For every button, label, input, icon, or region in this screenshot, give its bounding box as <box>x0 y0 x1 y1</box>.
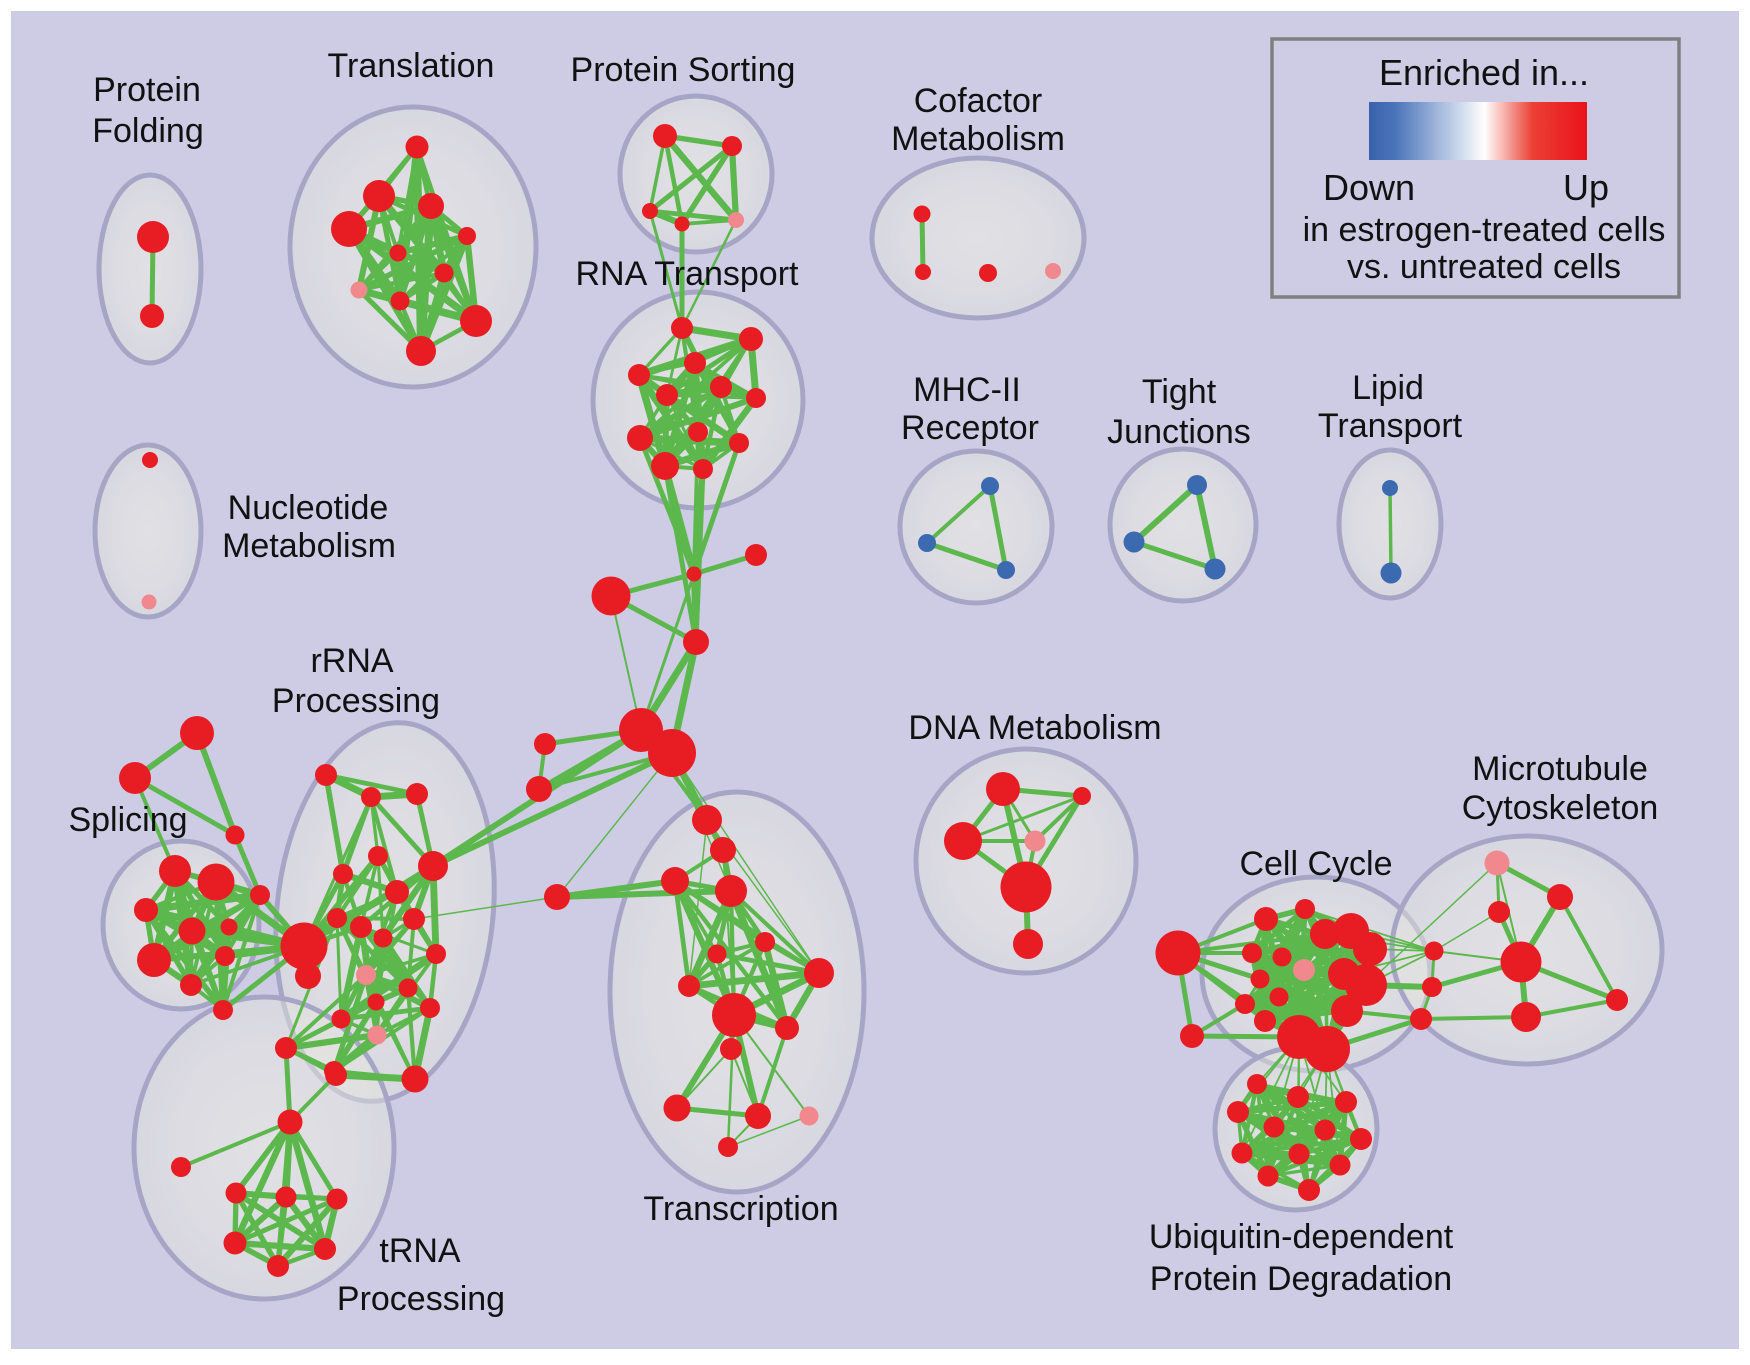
svg-text:Metabolism: Metabolism <box>222 527 396 565</box>
svg-text:Translation: Translation <box>328 47 495 85</box>
svg-text:DNA Metabolism: DNA Metabolism <box>908 709 1161 747</box>
svg-text:Junctions: Junctions <box>1107 413 1251 451</box>
svg-text:Processing: Processing <box>337 1280 505 1318</box>
svg-text:Processing: Processing <box>272 682 440 720</box>
svg-text:rRNA: rRNA <box>310 642 393 680</box>
svg-text:Protein Sorting: Protein Sorting <box>571 51 796 89</box>
svg-text:Cell Cycle: Cell Cycle <box>1239 845 1392 883</box>
svg-text:Cofactor: Cofactor <box>914 82 1043 120</box>
svg-text:in estrogen-treated cells: in estrogen-treated cells <box>1303 211 1666 249</box>
svg-text:Protein: Protein <box>93 71 201 109</box>
svg-text:Enriched in...: Enriched in... <box>1379 52 1589 93</box>
svg-text:Cytoskeleton: Cytoskeleton <box>1462 789 1659 827</box>
svg-text:Tight: Tight <box>1142 373 1217 411</box>
svg-text:Receptor: Receptor <box>901 409 1039 447</box>
svg-text:Lipid: Lipid <box>1352 369 1424 407</box>
svg-text:vs. untreated cells: vs. untreated cells <box>1347 248 1621 286</box>
svg-text:Nucleotide: Nucleotide <box>228 489 389 527</box>
svg-text:Up: Up <box>1563 167 1609 208</box>
svg-text:Transport: Transport <box>1318 407 1463 445</box>
svg-text:Folding: Folding <box>92 112 204 150</box>
svg-text:Microtubule: Microtubule <box>1472 750 1648 788</box>
svg-text:MHC-II: MHC-II <box>913 371 1021 409</box>
svg-text:tRNA: tRNA <box>379 1232 461 1270</box>
svg-text:Transcription: Transcription <box>643 1190 838 1228</box>
svg-text:Splicing: Splicing <box>68 801 187 839</box>
svg-text:Down: Down <box>1323 167 1415 208</box>
svg-text:Ubiquitin-dependent: Ubiquitin-dependent <box>1149 1218 1454 1256</box>
svg-text:RNA Transport: RNA Transport <box>576 255 800 293</box>
svg-text:Protein Degradation: Protein Degradation <box>1150 1260 1452 1298</box>
svg-text:Metabolism: Metabolism <box>891 120 1065 158</box>
